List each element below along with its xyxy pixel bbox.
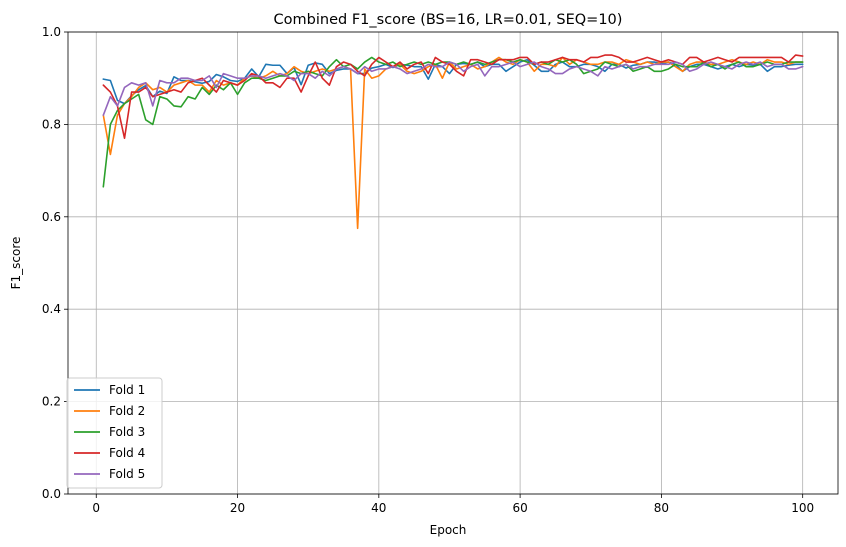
y-tick-label: 0.6 [42, 210, 61, 224]
legend-label: Fold 3 [109, 425, 145, 439]
legend-label: Fold 2 [109, 404, 145, 418]
series-layer [102, 54, 804, 230]
y-tick-label: 0.4 [42, 302, 61, 316]
y-axis-label: F1_score [9, 237, 23, 290]
legend-label: Fold 5 [109, 467, 145, 481]
x-tick-label: 60 [512, 501, 527, 515]
series-line-fold-4 [102, 54, 804, 140]
series-line-fold-5 [102, 61, 804, 116]
axis-ticks: 0 20 40 60 80 100 0.0 0.2 0.4 0.6 0.8 1.0 [42, 25, 814, 515]
series-line-fold-1 [102, 58, 804, 105]
legend-label: Fold 4 [109, 446, 145, 460]
x-tick-label: 40 [371, 501, 386, 515]
legend: Fold 1 Fold 2 Fold 3 Fold 4 Fold 5 [66, 377, 163, 489]
x-tick-label: 0 [92, 501, 100, 515]
chart-title: Combined F1_score (BS=16, LR=0.01, SEQ=1… [274, 12, 623, 28]
y-tick-label: 0.8 [42, 117, 61, 131]
legend-label: Fold 1 [109, 383, 145, 397]
plot-frame [67, 31, 839, 495]
x-tick-label: 80 [654, 501, 669, 515]
x-axis-label: Epoch [430, 523, 467, 537]
y-tick-label: 0.0 [42, 487, 61, 501]
y-tick-label: 1.0 [42, 25, 61, 39]
x-tick-label: 20 [230, 501, 245, 515]
y-tick-label: 0.2 [42, 395, 61, 409]
legend-box [66, 377, 163, 489]
x-tick-label: 100 [791, 501, 814, 515]
plot-area [67, 31, 839, 495]
